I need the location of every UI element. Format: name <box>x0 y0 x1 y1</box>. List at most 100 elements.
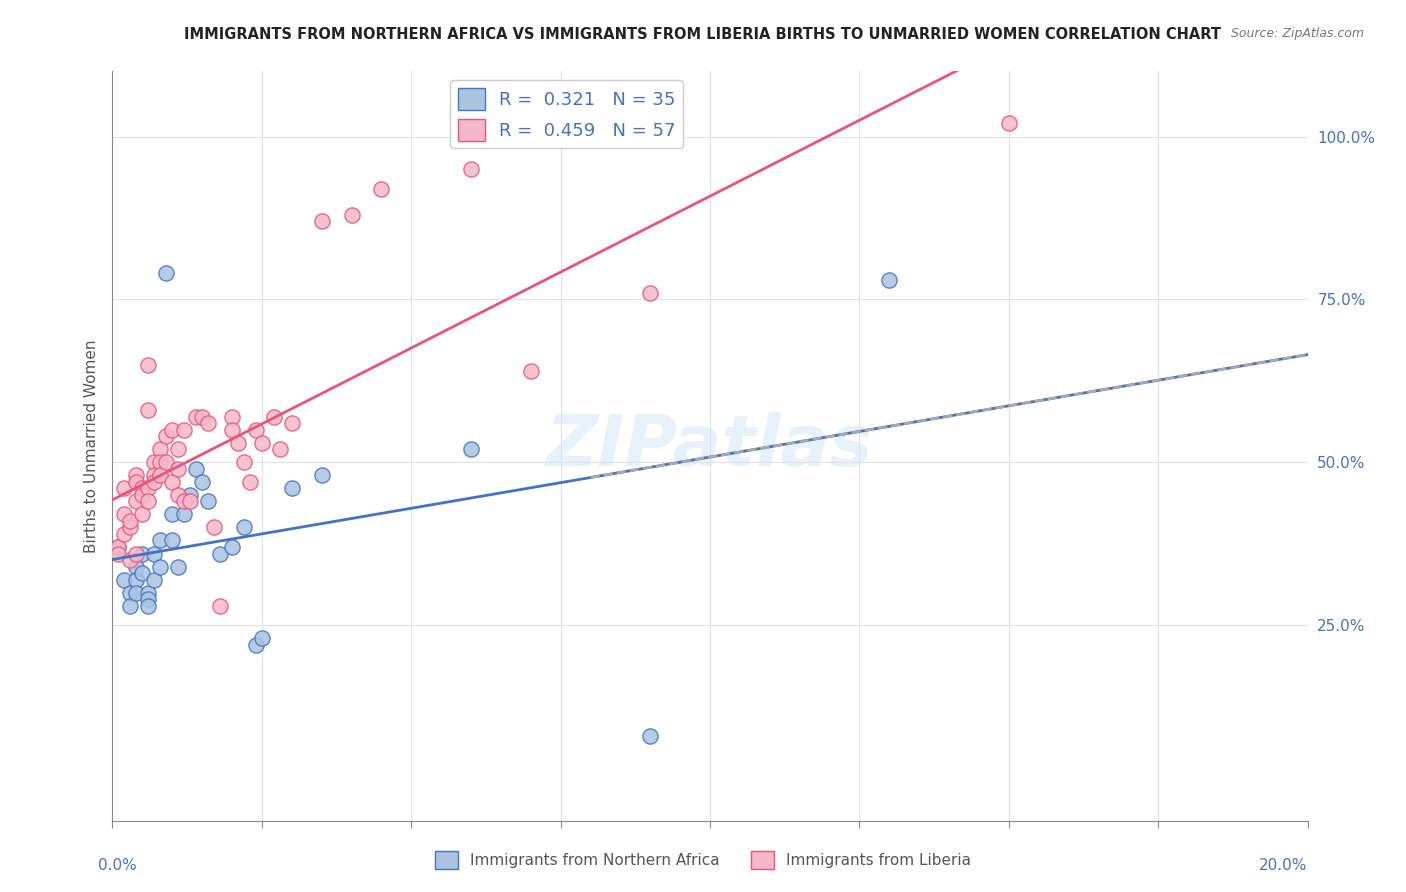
Point <box>233 455 256 469</box>
Point <box>370 181 392 195</box>
Point <box>998 116 1021 130</box>
Point <box>226 435 249 450</box>
Point <box>162 508 183 522</box>
Point <box>149 468 172 483</box>
Point <box>173 508 195 522</box>
Point <box>155 455 177 469</box>
Point <box>221 540 243 554</box>
Point <box>114 508 135 522</box>
Point <box>107 540 129 554</box>
Point <box>173 494 195 508</box>
Point <box>191 409 214 424</box>
Point <box>167 462 190 476</box>
Point <box>125 573 148 587</box>
Point <box>138 403 160 417</box>
Point <box>340 208 363 222</box>
Point <box>125 468 148 483</box>
Point <box>202 520 225 534</box>
Point <box>281 416 304 430</box>
Legend: Immigrants from Northern Africa, Immigrants from Liberia: Immigrants from Northern Africa, Immigra… <box>429 845 977 875</box>
Point <box>143 573 166 587</box>
Point <box>107 540 129 554</box>
Point <box>167 559 190 574</box>
Point <box>311 468 333 483</box>
Point <box>263 409 285 424</box>
Point <box>162 475 183 489</box>
Point <box>143 475 166 489</box>
Point <box>640 729 662 743</box>
Point <box>138 592 160 607</box>
Legend: R =  0.321   N = 35, R =  0.459   N = 57: R = 0.321 N = 35, R = 0.459 N = 57 <box>450 80 683 148</box>
Point <box>167 488 190 502</box>
Point <box>167 442 190 457</box>
Point <box>125 585 148 599</box>
Point <box>138 599 160 613</box>
Text: 0.0%: 0.0% <box>98 858 138 872</box>
Point <box>125 494 148 508</box>
Point <box>239 475 262 489</box>
Point <box>131 566 153 580</box>
Point <box>162 423 183 437</box>
Y-axis label: Births to Unmarried Women: Births to Unmarried Women <box>83 339 98 553</box>
Point <box>125 475 148 489</box>
Point <box>143 455 166 469</box>
Point <box>191 475 214 489</box>
Point <box>640 285 662 300</box>
Point <box>114 527 135 541</box>
Point <box>197 416 219 430</box>
Point <box>149 442 172 457</box>
Point <box>281 481 304 495</box>
Point <box>149 455 172 469</box>
Point <box>179 494 201 508</box>
Point <box>120 553 142 567</box>
Point <box>179 488 201 502</box>
Point <box>250 435 273 450</box>
Point <box>138 358 160 372</box>
Point <box>221 409 243 424</box>
Point <box>879 273 901 287</box>
Point <box>131 547 153 561</box>
Point <box>197 494 219 508</box>
Point <box>138 481 160 495</box>
Point <box>149 533 172 548</box>
Point <box>221 423 243 437</box>
Point <box>233 520 256 534</box>
Point <box>143 547 166 561</box>
Point <box>131 488 153 502</box>
Point <box>155 429 177 443</box>
Point <box>143 468 166 483</box>
Point <box>114 573 135 587</box>
Point <box>186 409 208 424</box>
Point <box>209 547 232 561</box>
Point <box>209 599 232 613</box>
Point <box>131 481 153 495</box>
Text: ZIPatlas: ZIPatlas <box>547 411 873 481</box>
Point <box>245 423 267 437</box>
Point <box>520 364 543 378</box>
Point <box>460 162 482 177</box>
Point <box>250 631 273 645</box>
Point <box>186 462 208 476</box>
Point <box>460 442 482 457</box>
Point <box>120 585 142 599</box>
Point <box>149 559 172 574</box>
Point <box>138 585 160 599</box>
Point <box>120 514 142 528</box>
Point <box>269 442 291 457</box>
Point <box>114 481 135 495</box>
Point <box>162 533 183 548</box>
Point <box>120 599 142 613</box>
Point <box>131 508 153 522</box>
Point <box>125 547 148 561</box>
Point <box>125 559 148 574</box>
Point <box>311 214 333 228</box>
Point <box>120 520 142 534</box>
Point <box>155 266 177 280</box>
Text: 20.0%: 20.0% <box>1260 858 1308 872</box>
Point <box>138 494 160 508</box>
Point <box>107 547 129 561</box>
Text: IMMIGRANTS FROM NORTHERN AFRICA VS IMMIGRANTS FROM LIBERIA BIRTHS TO UNMARRIED W: IMMIGRANTS FROM NORTHERN AFRICA VS IMMIG… <box>184 27 1222 42</box>
Point <box>245 638 267 652</box>
Point <box>173 423 195 437</box>
Text: Source: ZipAtlas.com: Source: ZipAtlas.com <box>1230 27 1364 40</box>
